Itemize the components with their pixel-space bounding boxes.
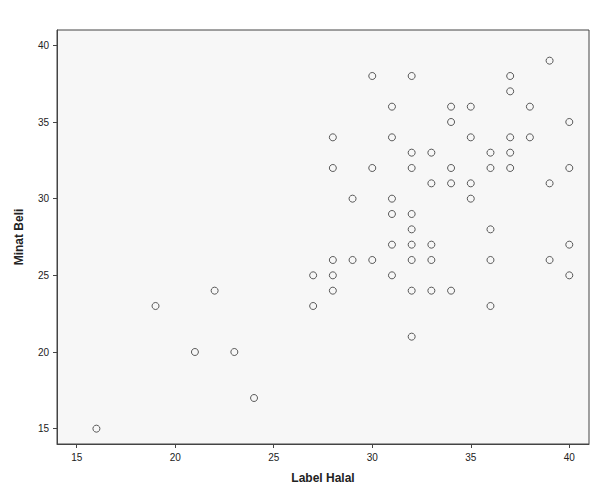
- svg-text:15: 15: [71, 452, 83, 463]
- svg-text:35: 35: [38, 117, 50, 128]
- svg-text:15: 15: [38, 423, 50, 434]
- svg-text:35: 35: [465, 452, 477, 463]
- svg-text:25: 25: [268, 452, 280, 463]
- svg-text:40: 40: [564, 452, 576, 463]
- svg-text:20: 20: [170, 452, 182, 463]
- svg-text:20: 20: [38, 347, 50, 358]
- svg-text:25: 25: [38, 270, 50, 281]
- svg-text:40: 40: [38, 40, 50, 51]
- svg-text:Label Halal: Label Halal: [291, 471, 354, 485]
- svg-text:30: 30: [367, 452, 379, 463]
- svg-text:Minat Beli: Minat Beli: [12, 209, 26, 266]
- svg-text:30: 30: [38, 193, 50, 204]
